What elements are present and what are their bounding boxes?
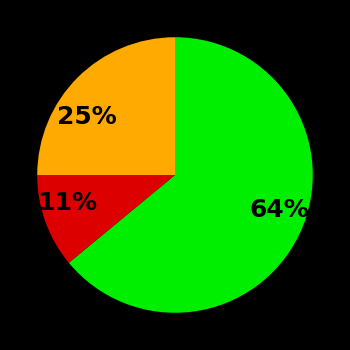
- Wedge shape: [69, 37, 313, 313]
- Wedge shape: [37, 175, 175, 263]
- Wedge shape: [37, 37, 175, 175]
- Text: 64%: 64%: [250, 198, 309, 222]
- Text: 11%: 11%: [37, 191, 97, 215]
- Text: 25%: 25%: [57, 105, 117, 128]
